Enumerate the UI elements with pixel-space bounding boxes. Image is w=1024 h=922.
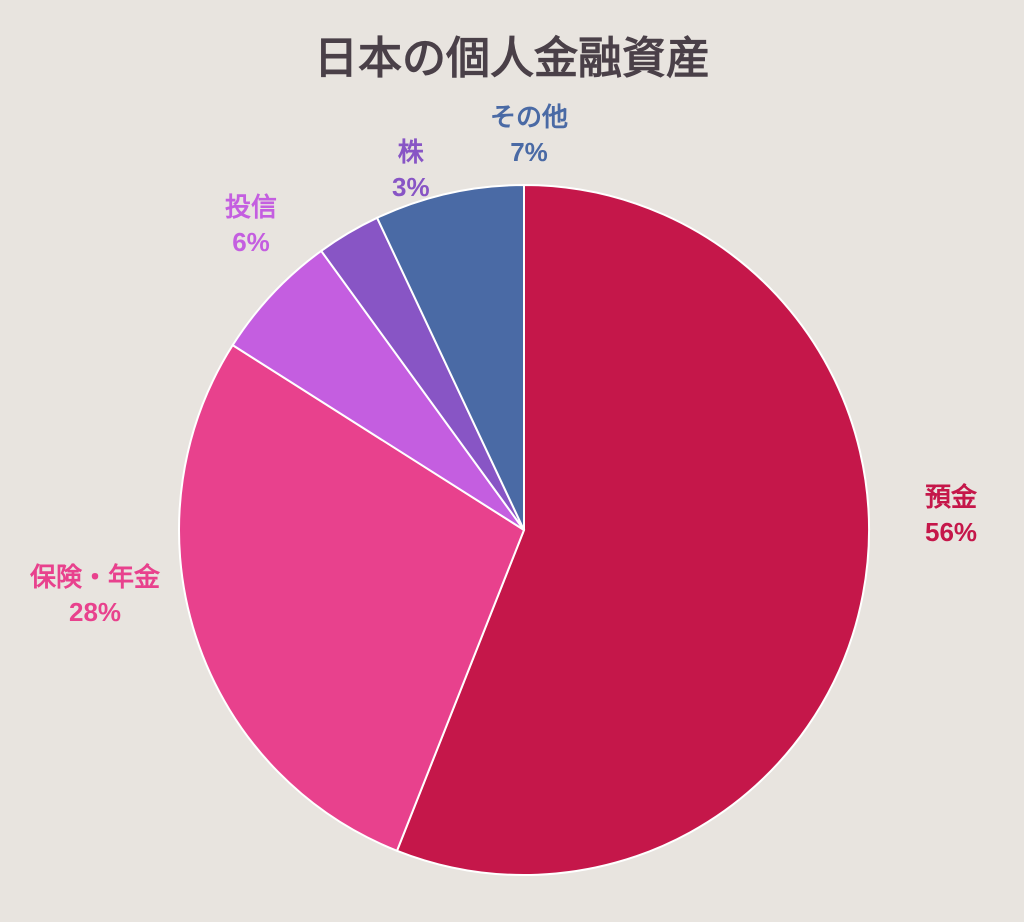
slice-label: 預金56% xyxy=(925,480,977,550)
slice-label-name: 投信 xyxy=(225,190,277,225)
slice-label-name: 株 xyxy=(392,135,430,170)
slice-label-name: その他 xyxy=(490,100,568,135)
slice-label-percent: 28% xyxy=(30,595,160,630)
slice-label: 保険・年金28% xyxy=(30,560,160,630)
slice-label-percent: 6% xyxy=(225,225,277,260)
slice-label-name: 保険・年金 xyxy=(30,560,160,595)
slice-label-percent: 3% xyxy=(392,170,430,205)
slice-label-percent: 56% xyxy=(925,515,977,550)
slice-label-name: 預金 xyxy=(925,480,977,515)
slice-label: 株3% xyxy=(392,135,430,205)
slice-label-percent: 7% xyxy=(490,135,568,170)
slice-label: その他7% xyxy=(490,100,568,170)
slice-label: 投信6% xyxy=(225,190,277,260)
